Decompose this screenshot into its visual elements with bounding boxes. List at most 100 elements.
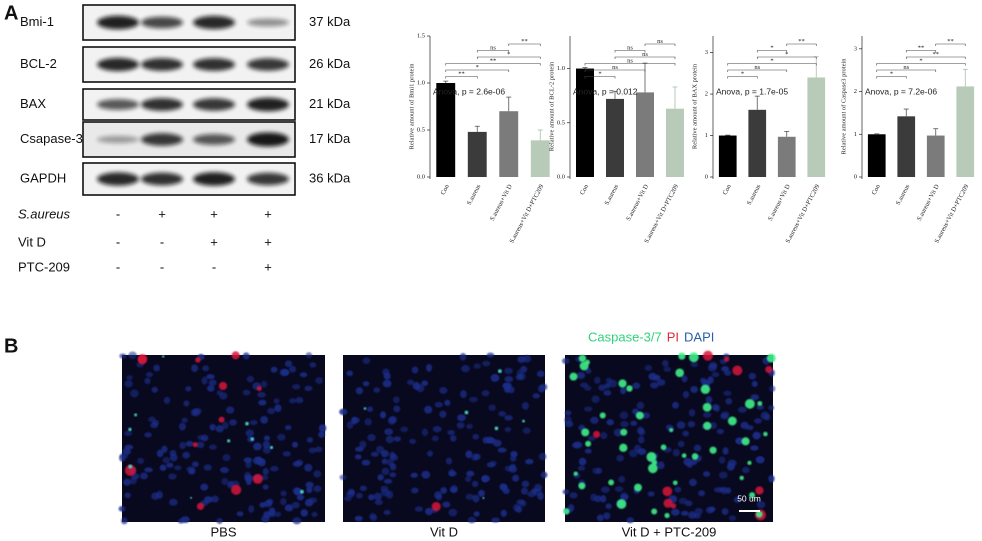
nucleus [300,509,308,517]
significance-label: * [476,64,479,71]
nucleus [421,380,428,387]
condition-sign: + [210,206,218,221]
nucleus [690,386,699,394]
x-tick-label: S.aureus+Vit D [489,183,514,222]
nucleus [540,471,548,479]
caspase-cell [569,372,578,381]
condition-label: S.aureus [18,206,71,221]
nucleus [450,434,457,442]
nucleus [123,478,132,486]
nucleus [188,468,196,475]
nucleus [577,465,586,471]
x-tick-label: S.aureus+Vit D+PTC209 [784,183,821,244]
pi-cell [724,356,730,362]
nucleus [750,394,760,401]
nucleus [512,503,521,512]
caspase-cell [522,419,525,423]
nucleus [245,429,254,437]
nucleus [227,480,234,489]
nucleus [210,495,219,503]
nucleus [311,511,318,518]
nucleus [136,457,145,465]
nucleus [598,384,606,391]
nucleus [163,396,171,405]
nucleus [561,357,570,364]
nucleus [439,410,447,418]
nucleus [200,483,209,491]
nucleus [456,422,465,429]
nucleus [709,422,718,430]
nucleus [466,423,473,430]
nucleus [150,422,159,429]
nucleus [460,390,467,398]
nucleus [216,517,223,525]
blot-label: BAX [20,96,46,111]
nucleus [179,441,186,450]
nucleus [226,406,235,414]
nucleus [626,517,634,524]
nucleus [591,395,600,404]
blot-band [193,98,235,111]
nucleus [202,365,210,372]
caspase-cell [161,355,165,358]
nucleus [674,486,682,493]
nucleus [434,401,443,408]
nucleus [465,493,475,500]
nucleus [309,362,317,368]
nucleus [203,464,212,471]
nucleus [672,448,680,457]
blot-band [247,172,289,186]
micrograph: PBS [118,351,327,539]
nucleus [416,384,425,393]
nucleus [248,505,255,513]
nucleus [410,472,418,478]
micrograph-label: Vit D [430,524,458,539]
nucleus [295,397,304,404]
nucleus [600,495,607,503]
bar [530,140,550,177]
scale-bar-label: 50 um [737,493,761,503]
pi-cell [218,416,225,423]
nucleus [472,494,480,503]
nucleus [504,367,513,375]
anova-annotation: Anova, p = 0.012 [573,87,638,97]
nucleus [733,496,741,503]
nucleus [726,462,735,471]
caspase-cell [739,475,744,481]
significance-label: * [785,51,788,58]
nucleus [362,381,370,387]
significance-label: * [770,44,773,51]
nucleus [244,471,251,480]
nucleus [587,435,596,441]
caspase-cell [660,444,667,451]
nucleus [477,489,485,497]
nucleus [504,427,512,433]
nucleus [221,477,229,486]
x-tick-label: S.aureus [603,183,620,206]
nucleus [268,507,276,516]
condition-sign: + [210,234,218,249]
nucleus [532,393,540,399]
error-bar [813,56,819,78]
nucleus [426,363,433,372]
pi-cell [765,365,773,374]
nucleus [600,432,608,440]
nucleus [424,405,433,414]
nucleus [144,467,153,473]
x-tick-label: S.aureus [746,183,763,206]
nucleus [444,399,451,406]
nucleus [196,441,205,449]
nucleus [725,398,733,405]
nucleus [161,445,168,453]
nucleus [702,471,711,477]
nucleus [156,449,164,458]
y-axis-label: Relative amount of BCL-2 protein [548,61,555,151]
nucleus [680,510,689,516]
bar [718,135,737,177]
nucleus [267,407,276,415]
caspase-cell [635,411,644,420]
nucleus [155,490,163,499]
nucleus [472,433,480,440]
significance-label: ** [933,51,940,58]
nucleus [128,351,137,360]
